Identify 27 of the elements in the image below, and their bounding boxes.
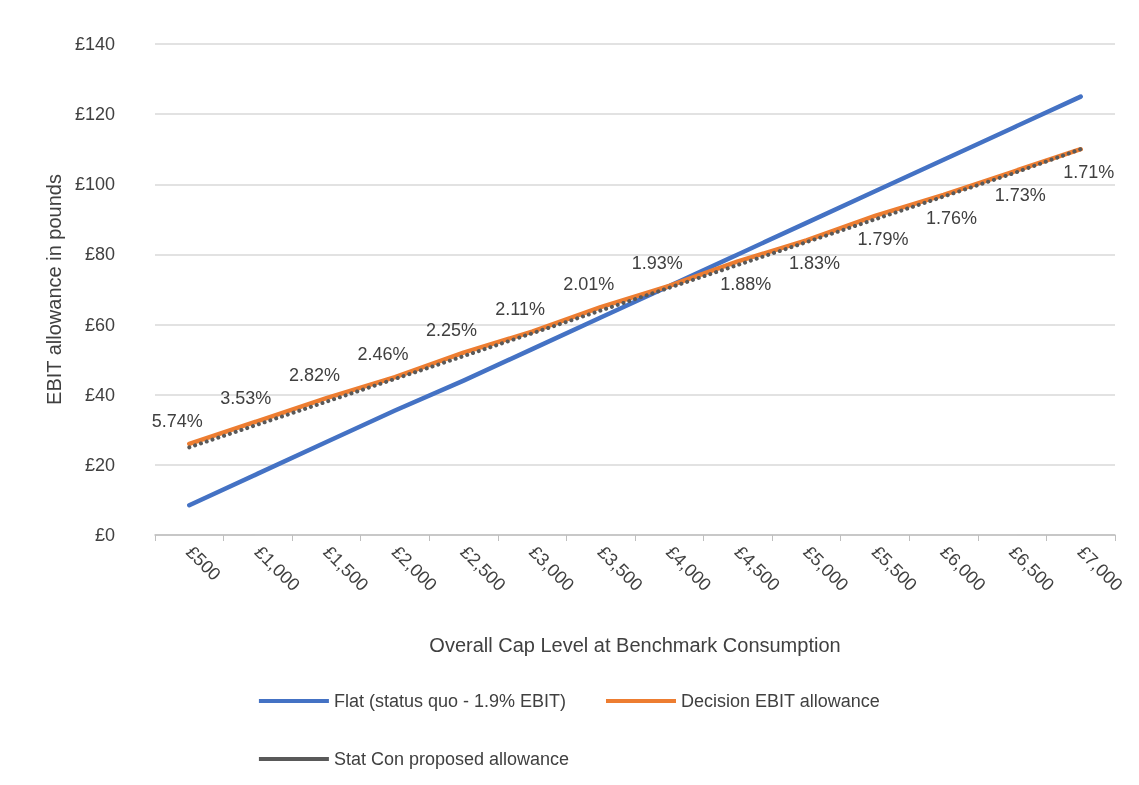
legend-label: Flat (status quo - 1.9% EBIT) xyxy=(333,691,567,711)
x-axis-title: Overall Cap Level at Benchmark Consumption xyxy=(429,634,841,656)
legend-label: Stat Con proposed allowance xyxy=(333,749,570,769)
annotation: 2.11% xyxy=(495,298,545,319)
y-axis-title: EBIT allowance in pounds xyxy=(43,174,66,405)
y-tick-label: £0 xyxy=(94,525,115,545)
y-tick-label: £40 xyxy=(84,384,115,405)
annotation: 1.79% xyxy=(857,228,909,249)
y-tick-label: £60 xyxy=(84,314,115,335)
annotation: 1.88% xyxy=(720,274,772,295)
annotation: 1.71% xyxy=(1063,162,1115,183)
y-tick-label: £20 xyxy=(84,454,115,475)
annotation: 1.93% xyxy=(631,252,683,273)
annotation: 2.01% xyxy=(563,274,615,295)
legend-label: Decision EBIT allowance xyxy=(681,691,880,711)
annotation: 2.82% xyxy=(288,365,340,386)
annotation: 5.74% xyxy=(151,410,203,431)
annotation: 2.25% xyxy=(426,319,478,340)
annotation: 2.46% xyxy=(357,344,409,365)
y-tick-label: £140 xyxy=(74,34,115,54)
y-tick-label: £80 xyxy=(84,244,115,265)
annotation: 3.53% xyxy=(220,388,272,409)
y-tick-label: £120 xyxy=(74,104,115,125)
annotation: 1.73% xyxy=(994,185,1046,206)
annotation: 1.83% xyxy=(788,253,840,274)
y-tick-label: £100 xyxy=(74,174,115,195)
annotation: 1.76% xyxy=(926,207,978,228)
